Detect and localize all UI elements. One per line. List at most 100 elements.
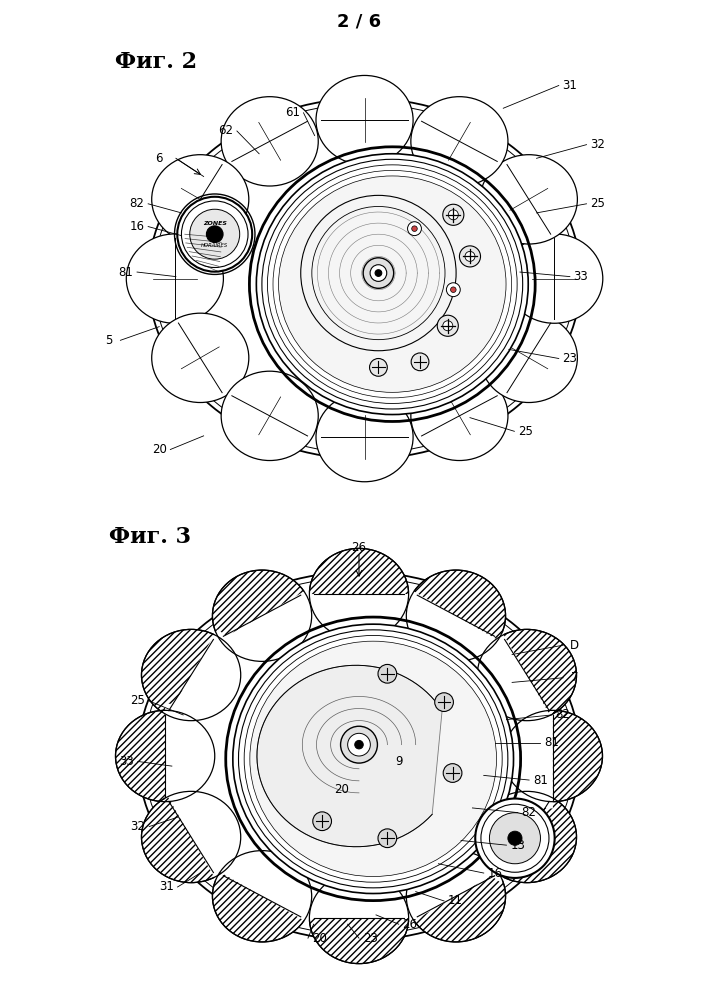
Ellipse shape [477, 629, 577, 721]
Circle shape [465, 251, 475, 261]
Ellipse shape [503, 710, 602, 802]
Text: 23: 23 [562, 352, 577, 365]
Circle shape [443, 764, 462, 782]
Circle shape [475, 799, 554, 878]
Text: 16: 16 [129, 220, 144, 233]
Circle shape [378, 664, 397, 683]
Ellipse shape [480, 155, 577, 244]
Text: 26: 26 [352, 541, 366, 554]
Text: 82: 82 [556, 708, 571, 721]
Text: Фиг. 2: Фиг. 2 [115, 51, 197, 73]
Wedge shape [217, 590, 314, 668]
Wedge shape [404, 844, 501, 923]
Text: HORAIRES: HORAIRES [201, 243, 228, 248]
Text: 13: 13 [510, 839, 526, 852]
Wedge shape [475, 630, 553, 727]
Circle shape [448, 210, 458, 220]
Circle shape [443, 204, 464, 225]
Ellipse shape [221, 371, 318, 461]
Ellipse shape [141, 629, 241, 721]
Wedge shape [165, 785, 243, 882]
Circle shape [490, 813, 541, 864]
Text: 7: 7 [571, 671, 578, 684]
Text: 20: 20 [335, 783, 350, 796]
Circle shape [447, 283, 460, 297]
Circle shape [190, 209, 240, 259]
Wedge shape [165, 630, 243, 727]
Text: 32: 32 [590, 138, 605, 151]
Ellipse shape [250, 641, 497, 877]
Ellipse shape [505, 234, 603, 323]
Circle shape [451, 287, 456, 292]
Text: 61: 61 [285, 106, 300, 119]
Text: 31: 31 [562, 79, 577, 92]
Ellipse shape [316, 75, 413, 165]
Circle shape [437, 315, 458, 336]
Wedge shape [307, 594, 411, 646]
Ellipse shape [213, 851, 312, 942]
Ellipse shape [221, 97, 318, 186]
Circle shape [363, 258, 393, 288]
Circle shape [177, 197, 252, 272]
Text: 23: 23 [363, 932, 378, 945]
Text: 9: 9 [395, 755, 403, 768]
Text: 32: 32 [131, 820, 145, 833]
Text: D: D [570, 639, 579, 652]
Circle shape [370, 265, 387, 281]
Polygon shape [257, 665, 442, 847]
Ellipse shape [477, 791, 577, 883]
Text: 6: 6 [156, 152, 163, 165]
Circle shape [355, 740, 363, 749]
Text: 62: 62 [218, 124, 233, 137]
Circle shape [460, 246, 480, 267]
Circle shape [508, 831, 522, 845]
Ellipse shape [309, 872, 409, 964]
Text: 31: 31 [159, 880, 174, 894]
Wedge shape [500, 704, 553, 808]
Text: 81: 81 [118, 266, 134, 279]
Ellipse shape [279, 176, 506, 392]
Circle shape [313, 812, 332, 831]
Text: 25: 25 [590, 197, 605, 210]
Wedge shape [307, 866, 411, 918]
Text: 11: 11 [448, 894, 463, 907]
Text: 20: 20 [151, 443, 167, 456]
Ellipse shape [233, 624, 513, 894]
Circle shape [411, 353, 429, 371]
Wedge shape [475, 785, 553, 882]
Circle shape [340, 726, 378, 763]
Ellipse shape [406, 851, 505, 942]
Circle shape [348, 733, 370, 756]
Text: 81: 81 [544, 736, 559, 749]
Text: ZONES: ZONES [202, 221, 227, 226]
Text: 2 / 6: 2 / 6 [337, 13, 381, 31]
Text: 26: 26 [403, 918, 418, 931]
Circle shape [206, 226, 223, 243]
Text: 33: 33 [574, 270, 588, 283]
Ellipse shape [256, 154, 528, 415]
Ellipse shape [213, 570, 312, 661]
Circle shape [375, 270, 382, 276]
Ellipse shape [141, 791, 241, 883]
Text: 25: 25 [518, 425, 533, 438]
Text: 25: 25 [131, 694, 145, 708]
Circle shape [434, 693, 454, 711]
Ellipse shape [116, 710, 215, 802]
Circle shape [370, 359, 387, 376]
Ellipse shape [411, 371, 508, 461]
Text: 82: 82 [130, 197, 144, 210]
Text: 20: 20 [312, 932, 327, 945]
Wedge shape [404, 590, 501, 668]
Wedge shape [165, 704, 218, 808]
Ellipse shape [151, 155, 249, 244]
Ellipse shape [406, 570, 505, 661]
Ellipse shape [480, 313, 577, 403]
Wedge shape [217, 844, 314, 923]
Ellipse shape [316, 392, 413, 482]
Ellipse shape [126, 234, 223, 323]
Ellipse shape [151, 313, 249, 403]
Circle shape [378, 829, 397, 848]
Circle shape [443, 321, 453, 331]
Circle shape [408, 222, 421, 236]
Circle shape [411, 226, 417, 231]
